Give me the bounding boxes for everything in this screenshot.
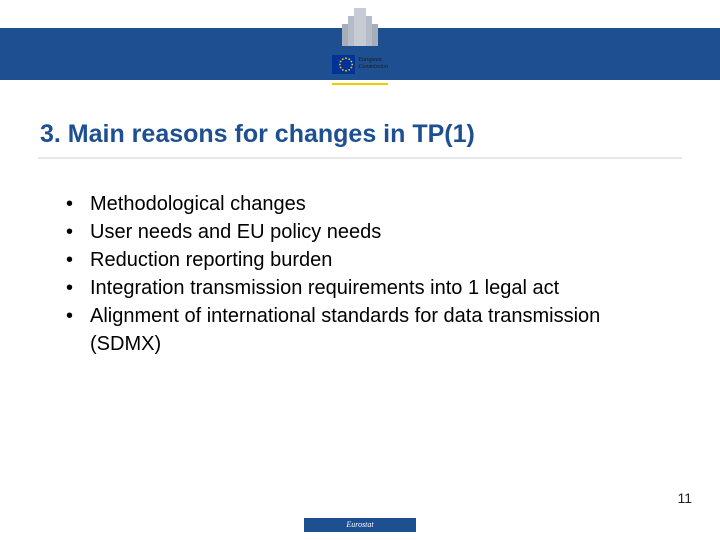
ec-building-icon [332, 6, 388, 46]
ec-logo: European Commission [332, 6, 388, 98]
title-underline [38, 157, 682, 159]
ec-wordmark: European Commission [358, 57, 388, 71]
slide-body: Methodological changes User needs and EU… [66, 190, 666, 358]
footer-label: Eurostat [304, 518, 416, 532]
yellow-rule [332, 83, 388, 85]
ec-flag-row: European Commission [332, 47, 388, 81]
list-item: Integration transmission requirements in… [66, 274, 666, 302]
slide-title: 3. Main reasons for changes in TP(1) [40, 120, 680, 149]
list-item: Methodological changes [66, 190, 666, 218]
bullet-list: Methodological changes User needs and EU… [66, 190, 666, 358]
ec-wordmark-line1: European [358, 57, 388, 64]
list-item: User needs and EU policy needs [66, 218, 666, 246]
list-item: Reduction reporting burden [66, 246, 666, 274]
slide: European Commission 3. Main reasons for … [0, 0, 720, 540]
page-number: 11 [677, 490, 692, 506]
list-item: Alignment of international standards for… [66, 302, 666, 358]
eu-flag-icon [332, 55, 355, 74]
ec-wordmark-line2: Commission [358, 64, 388, 71]
